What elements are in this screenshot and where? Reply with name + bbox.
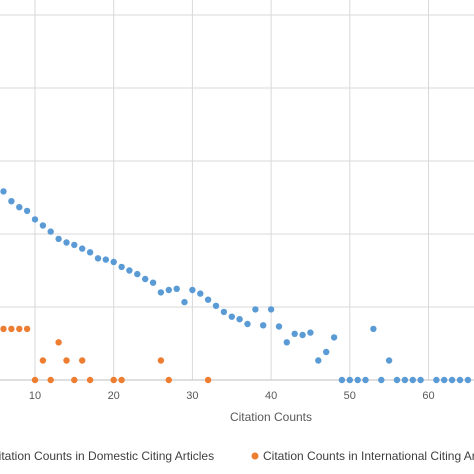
domestic-point bbox=[149, 279, 157, 286]
domestic-point bbox=[142, 275, 149, 283]
legend: Citation Counts in Domestic Citing Artic… bbox=[0, 449, 474, 463]
domestic-point bbox=[291, 330, 298, 337]
international-point bbox=[86, 376, 94, 384]
domestic-point bbox=[338, 376, 346, 384]
domestic-point bbox=[197, 290, 204, 297]
domestic-point bbox=[189, 286, 196, 294]
domestic-point bbox=[441, 376, 448, 384]
domestic-point bbox=[393, 376, 401, 384]
international-point bbox=[157, 357, 165, 364]
domestic-point bbox=[126, 267, 133, 274]
domestic-point bbox=[346, 376, 353, 384]
domestic-point bbox=[283, 339, 290, 346]
domestic-point bbox=[370, 325, 377, 333]
domestic-point bbox=[330, 334, 338, 341]
domestic-point bbox=[275, 323, 283, 330]
domestic-point bbox=[79, 245, 86, 252]
domestic-point bbox=[204, 296, 212, 303]
x-tick-label: 20 bbox=[108, 390, 120, 402]
domestic-point bbox=[299, 331, 306, 339]
international-point bbox=[0, 325, 7, 333]
plot-grid bbox=[0, 0, 474, 381]
legend-label-domestic: Citation Counts in Domestic Citing Artic… bbox=[0, 449, 214, 463]
domestic-point bbox=[244, 320, 251, 328]
international-point bbox=[63, 357, 70, 364]
international-point bbox=[47, 376, 54, 384]
domestic-point bbox=[47, 228, 54, 235]
domestic-point bbox=[8, 198, 15, 205]
domestic-point bbox=[433, 376, 440, 384]
domestic-point bbox=[173, 285, 180, 292]
international-point bbox=[55, 339, 62, 346]
x-tick-label: 50 bbox=[344, 390, 356, 402]
x-tick-label: 10 bbox=[29, 390, 41, 402]
domestic-point bbox=[401, 376, 409, 384]
domestic-point bbox=[267, 306, 275, 313]
international-point bbox=[8, 325, 15, 333]
international-point bbox=[16, 325, 23, 333]
domestic-point bbox=[236, 316, 243, 323]
international-point bbox=[31, 376, 39, 384]
domestic-point bbox=[417, 376, 424, 384]
domestic-point bbox=[94, 255, 102, 262]
x-tick-label: 40 bbox=[265, 390, 277, 402]
domestic-point bbox=[134, 270, 141, 278]
x-tick-label: 30 bbox=[186, 390, 198, 402]
x-axis-title: Citation Counts bbox=[230, 410, 312, 424]
international-point bbox=[110, 376, 117, 384]
domestic-point bbox=[385, 357, 393, 364]
international-point bbox=[79, 357, 86, 364]
legend-marker-international bbox=[251, 452, 259, 460]
domestic-point bbox=[31, 216, 39, 223]
domestic-point bbox=[0, 188, 7, 195]
domestic-point bbox=[110, 258, 117, 266]
domestic-point bbox=[86, 249, 94, 256]
domestic-point bbox=[354, 376, 361, 384]
domestic-point bbox=[212, 302, 220, 309]
domestic-point bbox=[23, 207, 31, 215]
domestic-point bbox=[165, 286, 172, 294]
international-point bbox=[23, 325, 31, 333]
domestic-point bbox=[409, 376, 416, 384]
domestic-point bbox=[16, 204, 23, 211]
domestic-point bbox=[39, 222, 47, 229]
international-point bbox=[39, 357, 47, 364]
domestic-point bbox=[252, 306, 259, 313]
international-point bbox=[71, 376, 78, 384]
international-point bbox=[204, 376, 212, 384]
domestic-point bbox=[220, 308, 228, 316]
international-point bbox=[118, 376, 125, 384]
domestic-point bbox=[448, 376, 456, 384]
domestic-point bbox=[71, 241, 78, 249]
domestic-point bbox=[228, 313, 235, 320]
domestic-point bbox=[378, 376, 385, 384]
x-axis-ticks: 10 20 30 40 50 60 bbox=[29, 390, 435, 402]
domestic-point bbox=[456, 376, 464, 384]
domestic-point bbox=[362, 376, 369, 384]
x-tick-label: 60 bbox=[422, 390, 434, 402]
domestic-point bbox=[307, 329, 314, 336]
domestic-point bbox=[181, 298, 188, 306]
legend-label-international: Citation Counts in International Citing … bbox=[263, 449, 474, 463]
domestic-point bbox=[55, 235, 62, 243]
domestic-point bbox=[157, 289, 165, 296]
domestic-point bbox=[260, 322, 267, 329]
domestic-point bbox=[118, 263, 125, 271]
domestic-point bbox=[323, 348, 330, 356]
international-point bbox=[165, 376, 172, 384]
domestic-point bbox=[102, 256, 110, 263]
data-points bbox=[0, 188, 472, 384]
domestic-point bbox=[315, 357, 322, 364]
domestic-point bbox=[63, 239, 70, 246]
domestic-point bbox=[464, 376, 472, 384]
